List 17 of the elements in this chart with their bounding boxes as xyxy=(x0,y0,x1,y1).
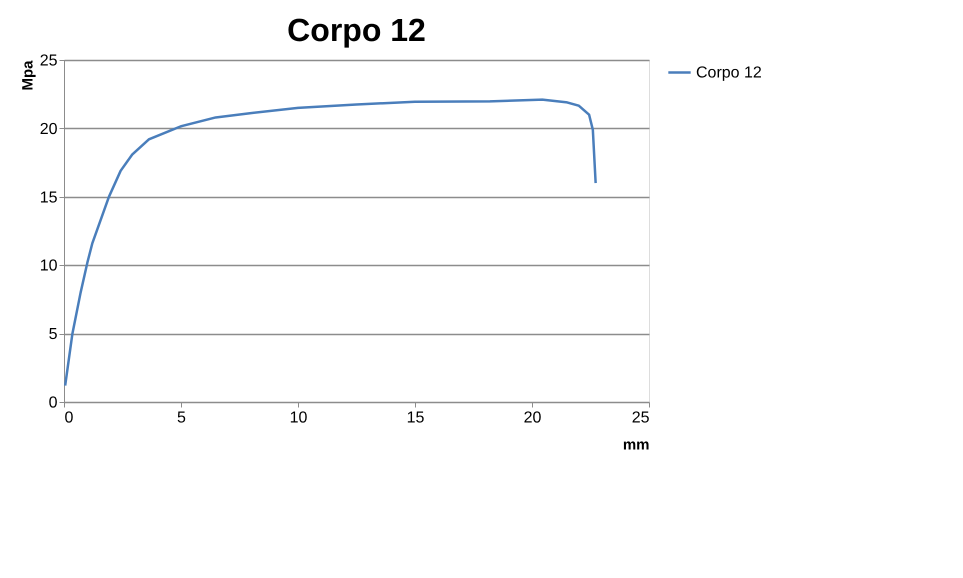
chart-title: Corpo 12 xyxy=(287,12,426,48)
x-axis-title: mm xyxy=(622,436,650,454)
y-axis-title: Mpa xyxy=(20,60,37,90)
y-tick-label: 25 xyxy=(40,52,58,70)
line-series xyxy=(64,98,597,387)
y-tick-label: 10 xyxy=(40,258,58,275)
y-tick-label: 5 xyxy=(48,326,58,344)
y-tick-label: 0 xyxy=(48,394,58,412)
x-tick-label: 5 xyxy=(177,410,186,426)
legend-label: Corpo 12 xyxy=(696,64,762,82)
y-tick-label: 15 xyxy=(40,189,58,206)
x-tick-label: 20 xyxy=(524,410,542,426)
x-tick-label: 25 xyxy=(632,410,650,426)
x-tick-label: 10 xyxy=(290,410,308,426)
x-tick-label: 15 xyxy=(406,410,424,426)
x-tick-label: 0 xyxy=(64,410,74,426)
y-tick-label: 20 xyxy=(40,120,58,138)
